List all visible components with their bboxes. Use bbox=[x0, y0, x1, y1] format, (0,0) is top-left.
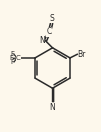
Text: S: S bbox=[49, 14, 54, 23]
Text: C: C bbox=[16, 55, 21, 61]
Text: F: F bbox=[10, 55, 14, 61]
Text: F: F bbox=[11, 51, 15, 57]
Text: N: N bbox=[50, 103, 55, 112]
Text: Br: Br bbox=[78, 50, 86, 59]
Text: N: N bbox=[39, 36, 45, 45]
Text: C: C bbox=[47, 27, 52, 36]
Text: F: F bbox=[11, 59, 15, 65]
